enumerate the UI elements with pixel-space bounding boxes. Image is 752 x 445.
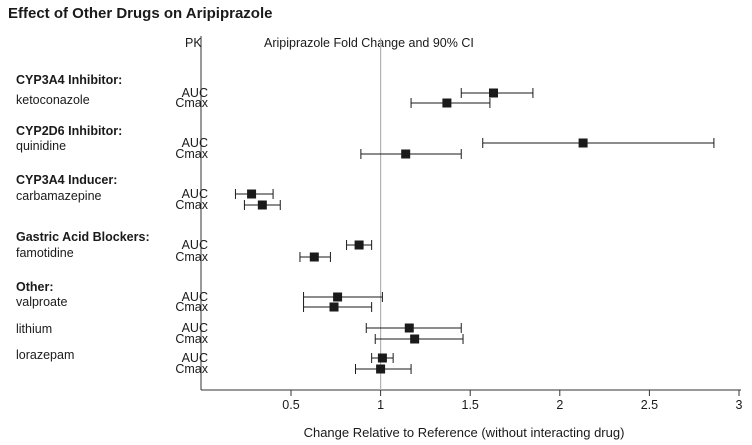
- point-estimate: [329, 302, 339, 312]
- point-estimate: [376, 364, 386, 374]
- chart-title: Effect of Other Drugs on Aripiprazole: [8, 5, 272, 22]
- point-estimate: [404, 323, 414, 333]
- point-estimate: [247, 189, 257, 199]
- x-tick-label: 3: [736, 398, 743, 412]
- x-tick-label: 1: [377, 398, 384, 412]
- pk-label: AUC: [182, 238, 208, 252]
- point-estimate: [333, 292, 343, 302]
- drug-label: valproate: [16, 295, 67, 309]
- point-estimate: [401, 149, 411, 159]
- pk-label: Cmax: [175, 300, 208, 314]
- x-tick-label: 0.5: [282, 398, 299, 412]
- group-label: Gastric Acid Blockers:: [16, 230, 150, 244]
- drug-label: famotidine: [16, 246, 74, 260]
- point-estimate: [377, 353, 387, 363]
- point-estimate: [488, 88, 498, 98]
- point-estimate: [410, 334, 420, 344]
- pk-column-header: PK: [185, 36, 202, 50]
- point-estimate: [442, 98, 452, 108]
- pk-label: Cmax: [175, 332, 208, 346]
- pk-label: Cmax: [175, 198, 208, 212]
- point-estimate: [354, 240, 364, 250]
- pk-label: AUC: [182, 290, 208, 304]
- x-tick-label: 1.5: [462, 398, 479, 412]
- point-estimate: [309, 252, 319, 262]
- drug-label: lorazepam: [16, 348, 74, 362]
- group-label: CYP3A4 Inducer:: [16, 173, 117, 187]
- point-estimate: [578, 138, 588, 148]
- pk-label: AUC: [182, 351, 208, 365]
- pk-label: Cmax: [175, 96, 208, 110]
- pk-label: AUC: [182, 136, 208, 150]
- pk-label: AUC: [182, 86, 208, 100]
- point-estimate: [257, 200, 267, 210]
- x-tick-label: 2: [556, 398, 563, 412]
- group-label: Other:: [16, 280, 54, 294]
- ci-column-header: Aripiprazole Fold Change and 90% CI: [264, 36, 474, 50]
- pk-label: Cmax: [175, 250, 208, 264]
- pk-label: AUC: [182, 187, 208, 201]
- drug-label: lithium: [16, 322, 52, 336]
- drug-label: quinidine: [16, 139, 66, 153]
- pk-label: AUC: [182, 321, 208, 335]
- drug-label: ketoconazole: [16, 93, 90, 107]
- drug-label: carbamazepine: [16, 189, 102, 203]
- x-tick-label: 2.5: [641, 398, 658, 412]
- pk-label: Cmax: [175, 362, 208, 376]
- group-label: CYP3A4 Inhibitor:: [16, 73, 122, 87]
- group-label: CYP2D6 Inhibitor:: [16, 124, 122, 138]
- axes: 0.5 1 1.5 2 2.5 3: [200, 36, 743, 412]
- plot-rows: CYP3A4 Inhibitor: CYP2D6 Inhibitor: CYP3A4…: [16, 73, 715, 376]
- x-axis-label: Change Relative to Reference (without in…: [304, 425, 625, 440]
- pk-label: Cmax: [175, 147, 208, 161]
